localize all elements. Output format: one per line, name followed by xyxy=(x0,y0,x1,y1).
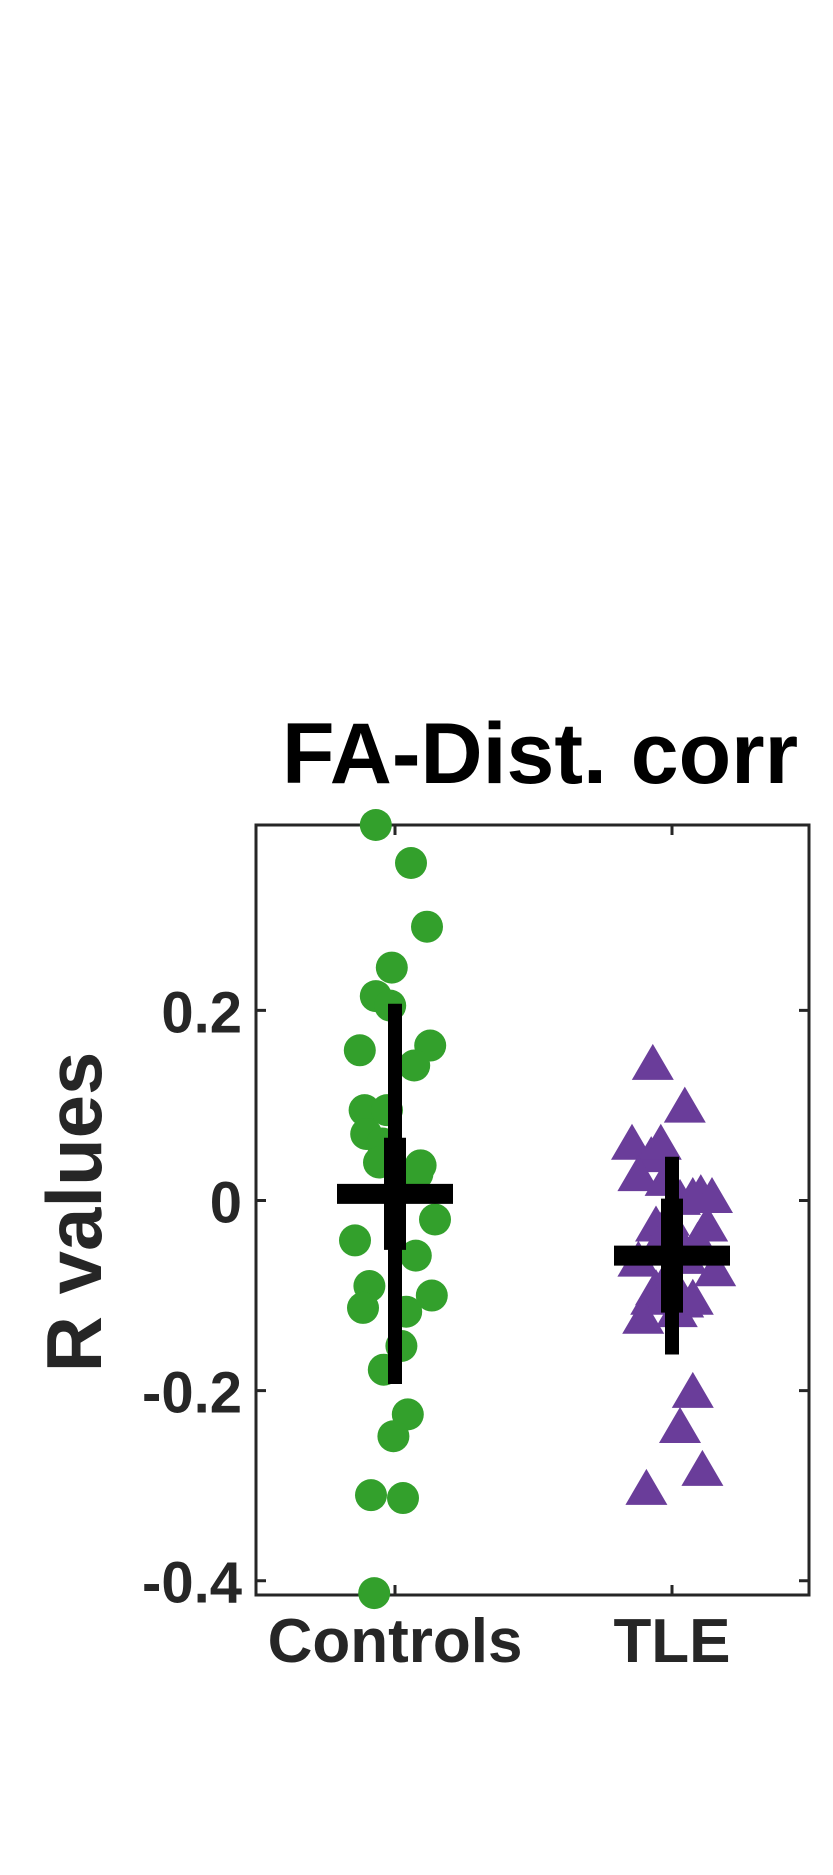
x-ticks: Controls TLE xyxy=(268,825,731,1676)
point-controls xyxy=(347,1291,379,1324)
point-controls xyxy=(419,1203,451,1236)
point-tle xyxy=(617,1155,660,1192)
x-tick-label-tle: TLE xyxy=(613,1607,730,1676)
point-controls xyxy=(339,1224,371,1257)
point-controls xyxy=(343,1034,376,1067)
point-controls xyxy=(398,1049,431,1082)
point-tle xyxy=(691,1176,733,1213)
y-tick-label: -0.4 xyxy=(142,1551,242,1616)
point-controls xyxy=(348,1094,381,1127)
point-controls xyxy=(387,1482,419,1515)
point-tle xyxy=(681,1449,724,1486)
chart-title: FA-Dist. corr xyxy=(282,706,798,802)
point-tle xyxy=(671,1371,714,1408)
point-controls xyxy=(411,910,443,943)
y-ticks: -0.4 -0.2 0 0.2 xyxy=(142,980,809,1616)
point-controls xyxy=(415,1279,448,1312)
y-tick-label: 0 xyxy=(210,1170,242,1235)
point-controls xyxy=(377,1420,410,1453)
point-controls xyxy=(399,1239,432,1272)
y-tick-label: -0.2 xyxy=(142,1361,242,1426)
point-tle xyxy=(625,1468,668,1505)
y-axis-label: R values xyxy=(30,1052,118,1373)
point-controls xyxy=(359,809,392,841)
point-tle xyxy=(611,1123,653,1160)
point-tle xyxy=(622,1297,665,1334)
y-tick-label: 0.2 xyxy=(161,980,242,1045)
point-tle xyxy=(631,1043,674,1080)
point-controls xyxy=(395,847,427,880)
point-tle xyxy=(694,1250,737,1287)
point-tle xyxy=(659,1407,701,1444)
point-tle xyxy=(663,1086,706,1123)
x-tick-label-controls: Controls xyxy=(268,1607,523,1676)
point-controls xyxy=(401,1157,434,1190)
point-controls xyxy=(375,951,408,984)
plot-frame xyxy=(254,823,811,1597)
point-controls xyxy=(358,1577,391,1610)
point-tle xyxy=(639,1123,682,1160)
summary-markers xyxy=(337,1003,730,1384)
point-controls xyxy=(355,1479,387,1512)
